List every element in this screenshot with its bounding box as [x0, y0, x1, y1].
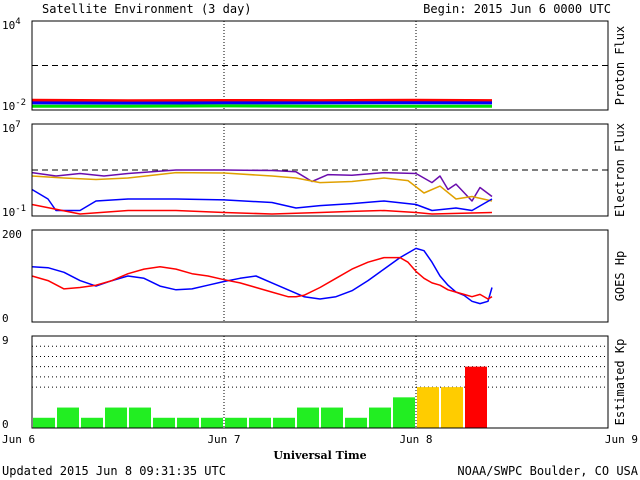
y-tick-label-top: 104: [2, 17, 21, 32]
electron-flux-panel: 107 10-1 Electron Flux: [2, 120, 627, 219]
panel-label-electron: Electron Flux: [613, 123, 627, 217]
series-line-red: [31, 98, 493, 103]
series-line-blue: [31, 247, 493, 305]
series-line-orange: [31, 171, 493, 202]
x-tick-label: Jun 7: [207, 433, 240, 446]
series-line-red: [31, 203, 493, 215]
panel-label-hp: GOES Hp: [613, 251, 627, 302]
credit-text: NOAA/SWPC Boulder, CO USA: [457, 464, 638, 478]
kp-bar: [321, 407, 343, 428]
kp-bar: [465, 366, 487, 428]
kp-bar: [105, 407, 127, 428]
panel-label-proton: Proton Flux: [613, 26, 627, 105]
updated-timestamp: Updated 2015 Jun 8 09:31:35 UTC: [2, 464, 226, 478]
panel-frame: [31, 229, 609, 323]
x-tick-label: Jun 6: [2, 433, 35, 446]
kp-bar: [345, 417, 367, 428]
proton-flux-panel: 104 10-2 Proton Flux: [2, 17, 627, 113]
kp-bar: [441, 387, 463, 428]
series-line-red: [31, 256, 493, 300]
kp-bar: [81, 417, 103, 428]
kp-bar: [393, 397, 415, 428]
begin-time: Begin: 2015 Jun 6 0000 UTC: [423, 2, 611, 16]
panel-frame: [31, 20, 609, 111]
y-tick-label-bottom: 10-2: [2, 98, 26, 113]
kp-bar: [201, 417, 223, 428]
kp-bar: [369, 407, 391, 428]
kp-bar: [33, 417, 55, 428]
series-line-blue: [31, 188, 493, 212]
x-tick-label: Jun 9: [605, 433, 638, 446]
panel-label-kp: Estimated Kp: [613, 339, 627, 426]
y-tick-label-top: 9: [2, 334, 9, 347]
y-tick-label-bottom: 10-1: [2, 204, 26, 219]
panel-frame: [31, 123, 609, 217]
goes-hp-panel: 200 0 GOES Hp: [2, 228, 627, 325]
y-tick-label-top: 107: [2, 120, 21, 135]
kp-bar: [417, 387, 439, 428]
kp-bar: [225, 417, 247, 428]
kp-bar: [297, 407, 319, 428]
x-tick-label: Jun 8: [399, 433, 432, 446]
kp-bar: [177, 417, 199, 428]
y-tick-label-top: 200: [2, 228, 22, 241]
panel-frame: [31, 335, 609, 429]
x-axis-label: Universal Time: [273, 449, 366, 462]
y-tick-label-bottom: 0: [2, 312, 9, 325]
kp-bar: [273, 417, 295, 428]
kp-bar: [153, 417, 175, 428]
y-tick-label-bottom: 0: [2, 418, 9, 431]
x-axis: Jun 6 Jun 7 Jun 8 Jun 9: [2, 433, 638, 446]
kp-bar: [57, 407, 79, 428]
series-line-purple: [31, 169, 493, 202]
chart-title: Satellite Environment (3 day): [42, 2, 252, 16]
estimated-kp-panel: 9 0 Estimated Kp: [2, 334, 627, 431]
kp-bar: [249, 417, 271, 428]
kp-bar: [129, 407, 151, 428]
